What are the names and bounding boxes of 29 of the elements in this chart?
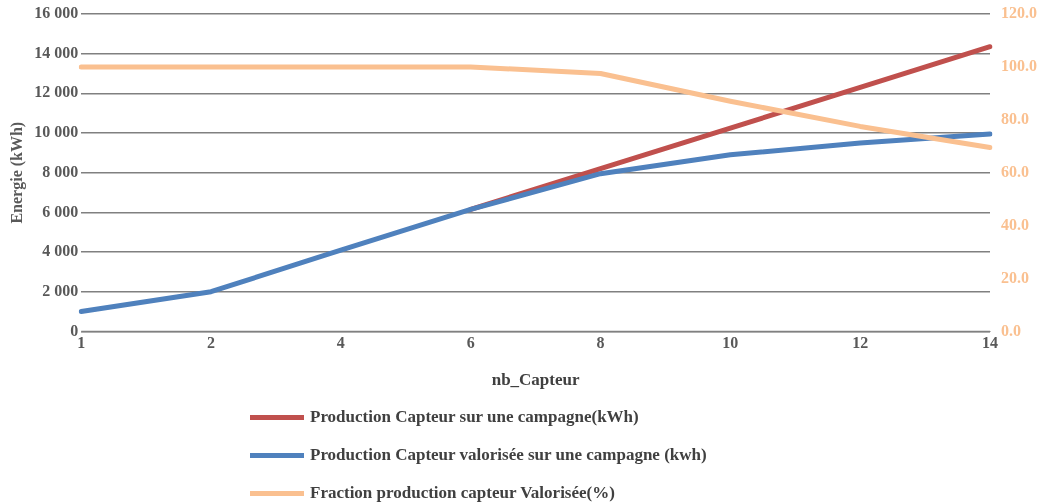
y2-tick-label: 120.0 <box>1001 4 1037 22</box>
y-tick-label: 14 000 <box>34 43 79 61</box>
y-tick-label: 0 <box>70 321 79 339</box>
x-axis-title: nb_Capteur <box>491 370 580 390</box>
y2-tick-label: 0.0 <box>1001 321 1021 339</box>
y2-tick-label: 20.0 <box>1001 268 1029 286</box>
x-tick-label: 12 <box>852 334 869 352</box>
x-tick-label: 6 <box>466 334 475 352</box>
y-tick-label: 2 000 <box>42 281 79 299</box>
y-tick-label: 8 000 <box>42 162 79 180</box>
x-tick-label: 1 <box>77 334 86 352</box>
x-tick-label: 2 <box>207 334 216 352</box>
y2-tick-label: 100.0 <box>1001 57 1037 75</box>
legend-label: Fraction production capteur Valorisée(%) <box>310 483 615 502</box>
y-tick-label: 4 000 <box>42 242 79 260</box>
legend-label: Production Capteur sur une campagne(kWh) <box>310 407 639 427</box>
y-tick-label: 10 000 <box>34 123 79 141</box>
y2-tick-label: 80.0 <box>1001 109 1029 127</box>
y-tick-label: 6 000 <box>42 202 79 220</box>
x-tick-label: 14 <box>982 334 998 352</box>
x-tick-label: 8 <box>596 334 605 352</box>
y-tick-label: 16 000 <box>34 4 79 22</box>
legend-label: Production Capteur valorisée sur une campagne (kwh) <box>310 445 707 465</box>
x-tick-label: 10 <box>722 334 739 352</box>
y2-tick-label: 40.0 <box>1001 215 1029 233</box>
y-tick-label: 12 000 <box>34 83 79 101</box>
y2-tick-label: 60.0 <box>1001 162 1029 180</box>
y-axis-title: Energie (kWh) <box>7 121 26 224</box>
x-tick-label: 4 <box>336 334 345 352</box>
